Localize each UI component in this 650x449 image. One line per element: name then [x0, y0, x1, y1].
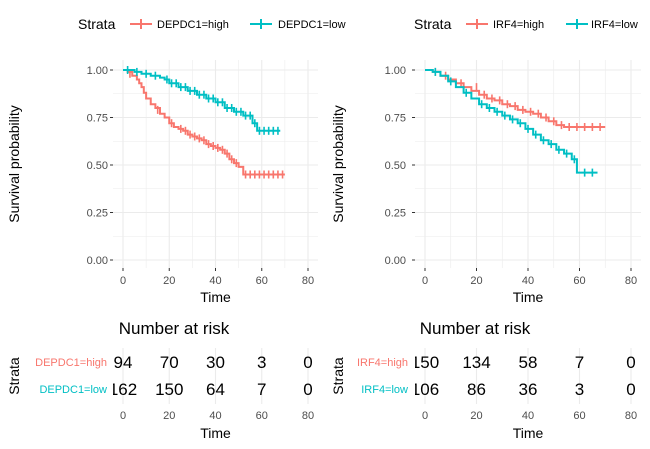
km-1-series-depdc1-high-curve [123, 69, 285, 176]
risk-table-1-x-tick-label: 60 [256, 410, 268, 422]
km-2-y-tick-label: 1.00 [385, 65, 406, 77]
km-2-x-tick-label: 20 [470, 275, 482, 287]
risk-table-1-x-axis-title: Time [200, 425, 231, 441]
risk-table-1-x-tick-label: 20 [163, 410, 175, 422]
km-1-series-depdc1-low-curve [123, 69, 281, 132]
risk-table-1-x-tick-label: 80 [302, 410, 314, 422]
risk-table-1-y-axis-title: Strata [6, 357, 22, 395]
risk-table-2-x-tick-label: 40 [522, 410, 534, 422]
risk-table-1-row-depdc1-low-count: 64 [206, 380, 225, 399]
risk-table-1-row-depdc1-low-count: 162 [109, 380, 137, 399]
risk-table-1-row-depdc1-high-label: DEPDC1=high [35, 357, 107, 369]
km-1-x-axis-title: Time [200, 289, 231, 305]
risk-table-2-row-irf4-low-count: 36 [519, 380, 538, 399]
km-2-x-tick-label: 80 [625, 275, 637, 287]
km-1-y-tick-label: 0.00 [87, 255, 108, 267]
risk-table-1-row-depdc1-low-label: DEPDC1=low [39, 384, 107, 396]
risk-table-2-row-irf4-low-count: 106 [411, 380, 439, 399]
risk-table-2-left-clip [410, 346, 415, 402]
risk-table-2-x-tick-label: 80 [625, 410, 637, 422]
risk-table-2-row-irf4-high-count: 150 [411, 353, 439, 372]
km-2-y-axis-title: Survival probability [330, 105, 346, 223]
risk-table-2-row-irf4-high-count: 58 [519, 353, 538, 372]
risk-table-1-row-depdc1-high-count: 3 [257, 353, 266, 372]
risk-table-2-y-axis-title: Strata [330, 357, 346, 395]
risk-table-1-row-depdc1-low-count: 0 [303, 380, 312, 399]
km-2-series-irf4-high-legend-label: IRF4=high [493, 19, 544, 31]
km-2-x-tick-label: 0 [422, 275, 428, 287]
km-1-y-tick-label: 0.25 [87, 208, 108, 220]
km-2-x-tick-label: 60 [573, 275, 585, 287]
km-2-y-tick-label: 0.50 [385, 160, 406, 172]
risk-table-2-row-irf4-low-count: 0 [626, 380, 635, 399]
risk-table-2-row-irf4-high-count: 134 [462, 353, 490, 372]
km-2-legend-title: Strata [414, 16, 452, 32]
risk-table-1-row-depdc1-low-count: 7 [257, 380, 266, 399]
risk-table-1-x-tick-label: 40 [209, 410, 221, 422]
km-1-x-tick-label: 40 [209, 275, 221, 287]
risk-table-2-row-irf4-high-count: 7 [575, 353, 584, 372]
km-1-series-depdc1-high-legend-label: DEPDC1=high [157, 19, 229, 31]
risk-table-1-row-depdc1-high-count: 0 [303, 353, 312, 372]
km-1-y-tick-label: 1.00 [87, 65, 108, 77]
risk-table-1-left-clip [108, 346, 113, 402]
km-1-x-tick-label: 80 [302, 275, 314, 287]
risk-table-1-title: Number at risk [119, 319, 230, 338]
risk-table-1-row-depdc1-low-count: 150 [155, 380, 183, 399]
km-1-y-tick-label: 0.75 [87, 113, 108, 125]
km-2-y-tick-label: 0.25 [385, 208, 406, 220]
km-2-y-tick-label: 0.75 [385, 113, 406, 125]
risk-table-2-x-tick-label: 0 [422, 410, 428, 422]
risk-table-2-row-irf4-low-count: 3 [575, 380, 584, 399]
risk-table-1-row-depdc1-high-count: 30 [206, 353, 225, 372]
km-2-x-tick-label: 40 [522, 275, 534, 287]
risk-table-1-row-depdc1-high-count: 94 [114, 353, 133, 372]
risk-table-2-title: Number at risk [420, 319, 531, 338]
risk-table-1-row-depdc1-high-count: 70 [160, 353, 179, 372]
risk-table-2-row-irf4-high-label: IRF4=high [357, 357, 408, 369]
km-1-x-tick-label: 20 [163, 275, 175, 287]
km-1-y-axis-title: Survival probability [6, 105, 22, 223]
risk-table-2-row-irf4-low-label: IRF4=low [361, 384, 408, 396]
risk-table-2-row-irf4-low-count: 86 [467, 380, 486, 399]
risk-table-2-x-tick-label: 60 [573, 410, 585, 422]
risk-table-2-x-tick-label: 20 [470, 410, 482, 422]
km-1-x-tick-label: 0 [120, 275, 126, 287]
km-2-x-axis-title: Time [513, 289, 544, 305]
km-1-y-tick-label: 0.50 [87, 160, 108, 172]
risk-table-1-x-tick-label: 0 [120, 410, 126, 422]
risk-table-2-x-axis-title: Time [513, 425, 544, 441]
km-1-legend-title: Strata [78, 16, 116, 32]
risk-table-2-row-irf4-high-count: 0 [626, 353, 635, 372]
km-1-series-depdc1-low-legend-label: DEPDC1=low [278, 19, 346, 31]
km-2-series-irf4-low-legend-label: IRF4=low [591, 19, 638, 31]
km-1-x-tick-label: 60 [256, 275, 268, 287]
km-2-y-tick-label: 0.00 [385, 255, 406, 267]
km-2-series-irf4-low-curve [425, 69, 598, 174]
